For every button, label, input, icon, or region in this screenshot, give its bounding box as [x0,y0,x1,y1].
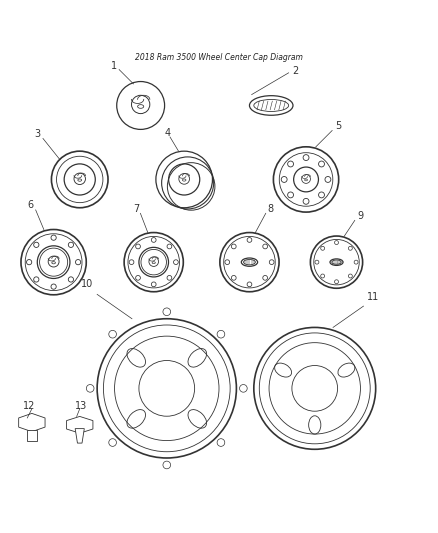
Text: 2: 2 [292,66,298,76]
Text: 9: 9 [357,212,363,221]
Text: 10: 10 [81,279,93,289]
Polygon shape [75,429,84,443]
Text: 3: 3 [34,129,40,139]
Text: 1: 1 [111,61,117,71]
Text: 4: 4 [164,128,170,138]
Text: 7: 7 [133,204,139,214]
Text: 12: 12 [23,401,35,411]
Text: 8: 8 [267,204,273,214]
Polygon shape [19,414,45,432]
Polygon shape [67,416,93,433]
Text: 6: 6 [28,200,34,210]
Text: 11: 11 [367,292,379,302]
Text: 13: 13 [75,401,87,411]
Text: 5: 5 [336,120,342,131]
Bar [27,430,37,441]
Text: 2018 Ram 3500 Wheel Center Cap Diagram: 2018 Ram 3500 Wheel Center Cap Diagram [135,53,303,62]
